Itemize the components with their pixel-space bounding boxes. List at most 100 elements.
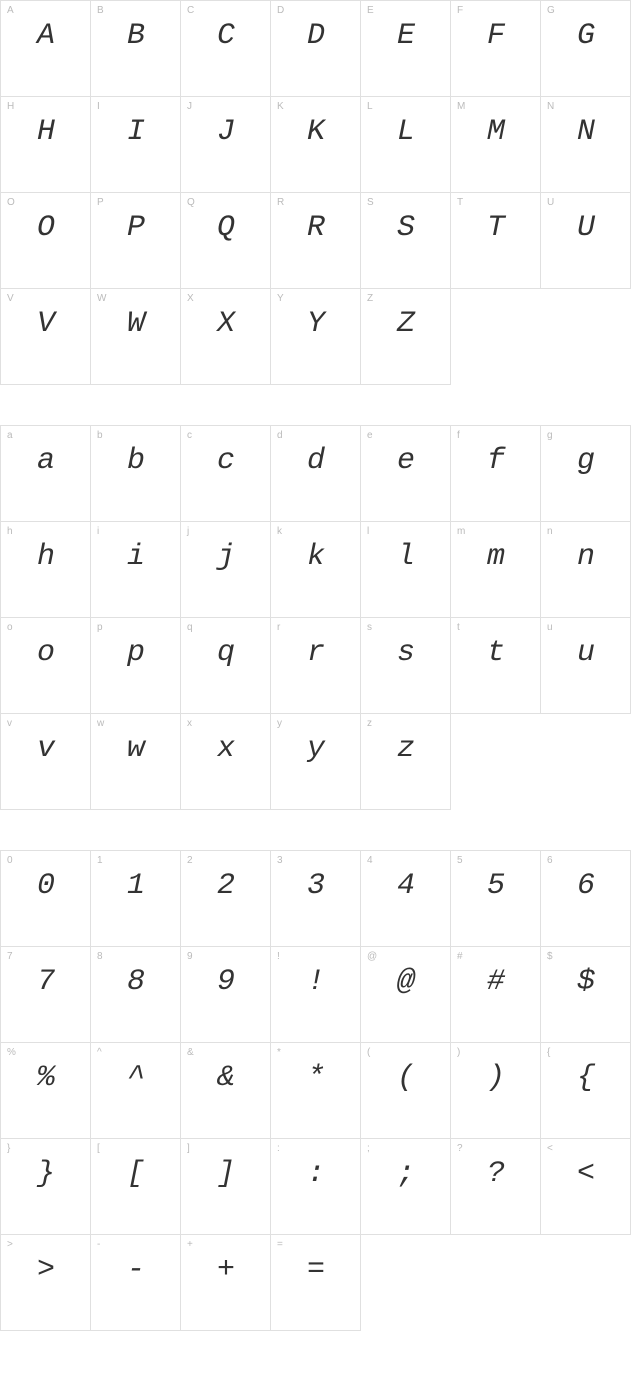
- glyph-display: m: [451, 540, 540, 574]
- glyph-display: o: [1, 636, 90, 670]
- glyph-cell: ++: [181, 1235, 271, 1331]
- glyph-display: <: [541, 1157, 630, 1191]
- glyph-cell: LL: [361, 97, 451, 193]
- glyph-display: i: [91, 540, 180, 574]
- glyph-display: ): [451, 1061, 540, 1095]
- glyph-cell: cc: [181, 426, 271, 522]
- glyph-label: h: [7, 526, 13, 537]
- glyph-cell: BB: [91, 1, 181, 97]
- glyph-display: X: [181, 307, 270, 341]
- glyph-label: i: [97, 526, 99, 537]
- glyph-label: g: [547, 430, 553, 441]
- glyph-label: 1: [97, 855, 103, 866]
- glyph-label: c: [187, 430, 192, 441]
- glyph-label: >: [7, 1239, 13, 1250]
- glyph-cell: ((: [361, 1043, 451, 1139]
- glyph-label: b: [97, 430, 103, 441]
- glyph-cell: 55: [451, 851, 541, 947]
- glyph-label: 4: [367, 855, 373, 866]
- glyph-label: 7: [7, 951, 13, 962]
- glyph-display: h: [1, 540, 90, 574]
- glyph-grid: 00112233445566778899!!@@##$$%%^^&&**(())…: [0, 850, 631, 1331]
- glyph-cell: EE: [361, 1, 451, 97]
- glyph-display: 3: [271, 869, 360, 903]
- glyph-cell: uu: [541, 618, 631, 714]
- glyph-display: ]: [181, 1157, 270, 1191]
- glyph-display: (: [361, 1061, 450, 1095]
- glyph-label: E: [367, 5, 374, 16]
- glyph-cell: yy: [271, 714, 361, 810]
- section-numbers-symbols: 00112233445566778899!!@@##$$%%^^&&**(())…: [0, 850, 640, 1331]
- glyph-cell: UU: [541, 193, 631, 289]
- glyph-cell: zz: [361, 714, 451, 810]
- glyph-display: r: [271, 636, 360, 670]
- glyph-cell: <<: [541, 1139, 631, 1235]
- glyph-label: *: [277, 1047, 281, 1058]
- glyph-label: 2: [187, 855, 193, 866]
- glyph-display: :: [271, 1157, 360, 1191]
- glyph-label: N: [547, 101, 554, 112]
- glyph-display: 0: [1, 869, 90, 903]
- glyph-label: l: [367, 526, 369, 537]
- glyph-label: v: [7, 718, 12, 729]
- glyph-cell: HH: [1, 97, 91, 193]
- glyph-display: w: [91, 732, 180, 766]
- glyph-display: V: [1, 307, 90, 341]
- glyph-cell: $$: [541, 947, 631, 1043]
- glyph-cell: WW: [91, 289, 181, 385]
- glyph-display: O: [1, 211, 90, 245]
- glyph-display: n: [541, 540, 630, 574]
- glyph-display: [: [91, 1157, 180, 1191]
- glyph-cell: MM: [451, 97, 541, 193]
- glyph-label: O: [7, 197, 15, 208]
- glyph-label: V: [7, 293, 14, 304]
- glyph-label: (: [367, 1047, 370, 1058]
- glyph-display: T: [451, 211, 540, 245]
- glyph-cell: 66: [541, 851, 631, 947]
- glyph-display: e: [361, 444, 450, 478]
- glyph-display: g: [541, 444, 630, 478]
- glyph-label: {: [547, 1047, 550, 1058]
- glyph-label: e: [367, 430, 373, 441]
- glyph-cell: pp: [91, 618, 181, 714]
- glyph-label: !: [277, 951, 280, 962]
- glyph-cell: >>: [1, 1235, 91, 1331]
- glyph-cell: CC: [181, 1, 271, 97]
- glyph-label: 8: [97, 951, 103, 962]
- glyph-label: B: [97, 5, 104, 16]
- glyph-display: k: [271, 540, 360, 574]
- glyph-cell: qq: [181, 618, 271, 714]
- glyph-label: Y: [277, 293, 284, 304]
- glyph-cell: xx: [181, 714, 271, 810]
- glyph-label: A: [7, 5, 14, 16]
- glyph-label: t: [457, 622, 460, 633]
- glyph-display: +: [181, 1253, 270, 1287]
- glyph-label: :: [277, 1143, 280, 1154]
- glyph-label: C: [187, 5, 194, 16]
- glyph-label: }: [7, 1143, 10, 1154]
- glyph-display: S: [361, 211, 450, 245]
- glyph-display: L: [361, 115, 450, 149]
- glyph-label: ?: [457, 1143, 463, 1154]
- glyph-cell: PP: [91, 193, 181, 289]
- glyph-cell: --: [91, 1235, 181, 1331]
- glyph-label: W: [97, 293, 106, 304]
- glyph-display: U: [541, 211, 630, 245]
- glyph-cell: OO: [1, 193, 91, 289]
- glyph-label: j: [187, 526, 189, 537]
- glyph-label: X: [187, 293, 194, 304]
- glyph-label: w: [97, 718, 104, 729]
- glyph-display: E: [361, 19, 450, 53]
- glyph-display: A: [1, 19, 90, 53]
- glyph-display: N: [541, 115, 630, 149]
- glyph-display: ;: [361, 1157, 450, 1191]
- glyph-label: n: [547, 526, 553, 537]
- glyph-display: &: [181, 1061, 270, 1095]
- glyph-display: 6: [541, 869, 630, 903]
- glyph-display: ?: [451, 1157, 540, 1191]
- glyph-display: B: [91, 19, 180, 53]
- glyph-display: 1: [91, 869, 180, 903]
- glyph-cell: 33: [271, 851, 361, 947]
- glyph-label: k: [277, 526, 282, 537]
- glyph-cell: JJ: [181, 97, 271, 193]
